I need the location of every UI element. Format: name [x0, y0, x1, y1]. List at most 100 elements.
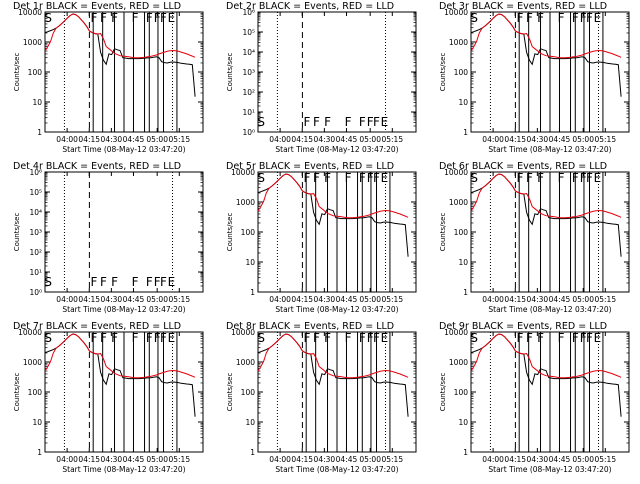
y-tick-label: 10⁰: [29, 288, 42, 297]
letter-flare: F: [100, 275, 107, 289]
x-tick-label: 04:30: [527, 295, 549, 304]
y-tick-label: 10⁵: [242, 28, 255, 37]
letter-flare: F: [146, 331, 153, 345]
x-tick-label: 04:00: [482, 135, 504, 144]
letter-flare: F: [359, 171, 366, 185]
letter-flare: F: [517, 11, 524, 25]
letter-flare: F: [367, 171, 374, 185]
letter-flare: F: [526, 331, 533, 345]
y-axis-label: Counts/sec: [439, 53, 447, 92]
letter-flare: F: [324, 115, 331, 129]
letter-end: E: [594, 331, 602, 345]
y-tick-label: 10³: [29, 228, 42, 237]
letter-start: S: [257, 331, 265, 345]
y-tick-label: 10⁶: [242, 8, 255, 17]
letter-flare: F: [517, 331, 524, 345]
y-tick-label: 10³: [242, 68, 255, 77]
y-tick-label: 1000: [449, 38, 468, 47]
letter-start: S: [44, 11, 52, 25]
x-tick-label: 05:00: [359, 455, 381, 464]
panel-title: Det 1r BLACK = Events, RED = LLD: [13, 1, 181, 12]
letter-flare: F: [373, 171, 380, 185]
letter-start: S: [44, 331, 52, 345]
x-tick-label: 05:15: [168, 135, 190, 144]
x-tick-label: 04:45: [123, 455, 145, 464]
y-axis-label: Counts/sec: [13, 53, 21, 92]
x-tick-label: 04:00: [482, 455, 504, 464]
letter-end: E: [381, 115, 389, 129]
x-tick-label: 04:15: [78, 295, 100, 304]
x-tick-label: 04:30: [314, 295, 336, 304]
letter-flare: F: [367, 331, 374, 345]
y-tick-label: 1: [250, 288, 255, 297]
letter-flare: F: [572, 11, 579, 25]
x-tick-label: 04:15: [291, 295, 313, 304]
x-axis-label: Start Time (08-May-12 03:47:20): [62, 465, 185, 474]
letter-flare: F: [558, 331, 565, 345]
series-lld-line: [44, 333, 196, 379]
y-tick-label: 100: [454, 388, 469, 397]
series-lld-line: [257, 333, 409, 379]
plot-frame: [44, 171, 204, 293]
y-tick-label: 10000: [444, 328, 468, 337]
panel-title: Det 4r BLACK = Events, RED = LLD: [13, 161, 181, 172]
letter-flare: F: [146, 275, 153, 289]
x-tick-label: 05:00: [572, 455, 594, 464]
y-axis-label: Counts/sec: [439, 213, 447, 252]
letter-flare: F: [313, 115, 320, 129]
letter-flare: F: [154, 11, 161, 25]
panel-det-6: Det 6r BLACK = Events, RED = LLD 1 10 100 10…: [439, 161, 630, 314]
y-tick-label: 1: [37, 448, 42, 457]
x-tick-label: 04:30: [527, 455, 549, 464]
x-tick-label: 05:15: [381, 295, 403, 304]
letter-flare: F: [345, 331, 352, 345]
panel-det-9: Det 9r BLACK = Events, RED = LLD 1 10 100 10…: [439, 321, 630, 474]
series-lld-line: [470, 333, 622, 379]
y-tick-label: 100: [241, 388, 256, 397]
x-tick-label: 04:45: [549, 455, 571, 464]
x-axis-label: Start Time (08-May-12 03:47:20): [488, 465, 611, 474]
letter-flare: F: [359, 331, 366, 345]
letter-end: E: [168, 11, 176, 25]
series-lld-line: [257, 173, 409, 219]
series-lld-line: [470, 13, 622, 59]
x-tick-label: 04:30: [527, 135, 549, 144]
letter-start: S: [470, 171, 478, 185]
panel-det-5: Det 5r BLACK = Events, RED = LLD 1 10 100 10…: [226, 161, 417, 314]
letter-start: S: [257, 115, 265, 129]
letter-flare: F: [586, 171, 593, 185]
y-tick-label: 100: [454, 228, 469, 237]
y-tick-label: 10⁰: [242, 128, 255, 137]
y-tick-label: 10000: [231, 168, 255, 177]
panel-det-3: Det 3r BLACK = Events, RED = LLD 1 10 100 10…: [439, 1, 630, 154]
panel-title: Det 2r BLACK = Events, RED = LLD: [226, 1, 394, 12]
y-tick-label: 1000: [23, 38, 42, 47]
x-tick-label: 04:15: [291, 135, 313, 144]
letter-flare: F: [111, 275, 118, 289]
x-tick-label: 04:00: [56, 295, 78, 304]
y-axis-label: Counts/sec: [13, 373, 21, 412]
x-tick-label: 04:15: [504, 135, 526, 144]
letter-flare: F: [304, 115, 311, 129]
y-tick-label: 10: [32, 98, 42, 107]
x-tick-label: 04:00: [269, 135, 291, 144]
panel-title: Det 6r BLACK = Events, RED = LLD: [439, 161, 607, 172]
x-tick-label: 04:30: [314, 455, 336, 464]
letter-flare: F: [91, 275, 98, 289]
x-tick-label: 04:30: [314, 135, 336, 144]
letter-end: E: [594, 11, 602, 25]
letter-flare: F: [537, 171, 544, 185]
panel-det-4: Det 4r BLACK = Events, RED = LLD 10⁰ 10¹ 10…: [13, 161, 204, 314]
letter-flare: F: [572, 331, 579, 345]
letter-end: E: [168, 275, 176, 289]
x-tick-label: 04:45: [336, 455, 358, 464]
y-tick-label: 10000: [444, 168, 468, 177]
letter-flare: F: [160, 275, 167, 289]
letter-end: E: [381, 331, 389, 345]
x-axis-label: Start Time (08-May-12 03:47:20): [275, 145, 398, 154]
letter-flare: F: [111, 11, 118, 25]
x-tick-label: 05:00: [146, 455, 168, 464]
letter-flare: F: [345, 171, 352, 185]
x-axis-label: Start Time (08-May-12 03:47:20): [488, 305, 611, 314]
y-tick-label: 10⁴: [242, 48, 255, 57]
